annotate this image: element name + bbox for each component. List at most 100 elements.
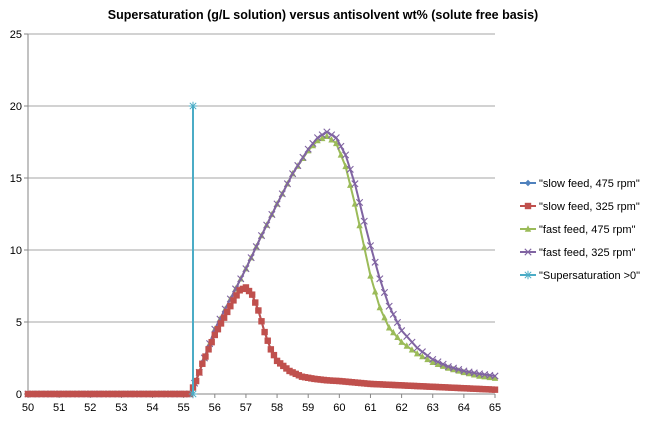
data-point bbox=[455, 365, 463, 374]
data-point bbox=[142, 390, 149, 398]
data-point bbox=[367, 272, 374, 279]
data-point bbox=[245, 287, 253, 295]
legend-entry-4: "Supersaturation >0" bbox=[520, 270, 640, 282]
data-point bbox=[173, 390, 180, 398]
data-point bbox=[100, 390, 108, 398]
data-point bbox=[413, 349, 421, 357]
data-point bbox=[394, 333, 401, 341]
data-point bbox=[408, 346, 416, 353]
data-point bbox=[114, 390, 122, 398]
data-point bbox=[104, 390, 111, 398]
data-point bbox=[289, 170, 297, 178]
data-point bbox=[465, 369, 473, 377]
data-point bbox=[264, 337, 271, 344]
data-point bbox=[393, 318, 402, 327]
data-point bbox=[294, 161, 302, 170]
data-point bbox=[205, 346, 212, 353]
data-point bbox=[385, 324, 393, 331]
data-point bbox=[439, 360, 447, 368]
data-point bbox=[341, 151, 350, 159]
data-point bbox=[355, 198, 364, 207]
data-point bbox=[121, 390, 129, 398]
data-point bbox=[376, 275, 384, 283]
data-point bbox=[380, 288, 389, 297]
data-point bbox=[476, 372, 483, 379]
series-line-0 bbox=[28, 286, 496, 395]
data-point bbox=[471, 371, 478, 378]
x-tick-label: 51 bbox=[53, 402, 65, 414]
data-point bbox=[97, 390, 104, 398]
legend-label: "slow feed, 475 rpm" bbox=[539, 178, 640, 190]
data-point bbox=[177, 390, 184, 398]
data-point bbox=[418, 348, 426, 356]
legend-entry-3: "fast feed, 325 rpm" bbox=[520, 247, 636, 259]
data-point bbox=[42, 390, 49, 398]
data-point bbox=[371, 288, 379, 295]
data-point bbox=[135, 390, 142, 398]
data-point bbox=[444, 363, 452, 371]
data-point bbox=[424, 355, 431, 363]
data-point bbox=[170, 390, 177, 398]
data-point bbox=[188, 101, 198, 111]
legend-label: "fast feed, 325 rpm" bbox=[539, 247, 636, 259]
x-tick-label: 64 bbox=[458, 402, 470, 414]
legend-swatch-marker bbox=[524, 225, 532, 232]
data-point bbox=[152, 390, 160, 398]
data-point bbox=[491, 372, 499, 380]
data-point bbox=[45, 390, 52, 398]
data-point bbox=[314, 136, 321, 144]
series-line-1 bbox=[28, 286, 496, 395]
data-point bbox=[247, 254, 255, 262]
series-0 bbox=[24, 284, 499, 398]
data-point bbox=[385, 302, 393, 310]
data-point bbox=[111, 390, 118, 398]
data-point bbox=[159, 390, 167, 398]
data-point bbox=[93, 390, 101, 398]
data-point bbox=[333, 139, 340, 147]
data-point bbox=[273, 200, 281, 208]
data-point bbox=[211, 331, 218, 339]
data-point bbox=[318, 131, 326, 139]
data-point bbox=[220, 314, 228, 321]
legend: "slow feed, 475 rpm" "slow feed, 325 rpm"… bbox=[520, 178, 640, 282]
data-point bbox=[423, 352, 432, 360]
data-point bbox=[52, 390, 59, 398]
data-point bbox=[202, 353, 209, 360]
legend-swatch-marker bbox=[523, 270, 533, 280]
y-tick-label: 15 bbox=[10, 173, 22, 185]
data-point bbox=[313, 134, 322, 142]
gridlines bbox=[28, 33, 495, 323]
data-point bbox=[491, 386, 499, 393]
data-point bbox=[398, 338, 405, 345]
data-point bbox=[360, 217, 368, 225]
data-point bbox=[227, 302, 234, 310]
data-point bbox=[258, 318, 265, 325]
data-point bbox=[403, 342, 410, 349]
data-point bbox=[233, 292, 240, 299]
series-1 bbox=[24, 284, 499, 398]
data-point bbox=[319, 134, 326, 142]
data-point bbox=[55, 390, 63, 398]
x-tick-label: 53 bbox=[115, 402, 127, 414]
data-point bbox=[255, 307, 262, 314]
series-line-2 bbox=[28, 135, 496, 395]
series-group bbox=[24, 101, 499, 399]
data-point bbox=[486, 373, 494, 381]
data-point bbox=[346, 165, 354, 173]
data-point bbox=[257, 232, 266, 240]
data-point bbox=[69, 390, 77, 398]
legend-swatch-marker bbox=[524, 179, 532, 187]
x-tick-label: 56 bbox=[209, 402, 221, 414]
series-2 bbox=[24, 132, 499, 397]
data-point bbox=[90, 390, 97, 398]
data-point bbox=[132, 390, 139, 398]
x-tick-label: 58 bbox=[271, 402, 283, 414]
x-tick-label: 54 bbox=[146, 402, 158, 414]
data-point bbox=[156, 390, 163, 398]
legend-label: "fast feed, 475 rpm" bbox=[539, 224, 636, 236]
data-point bbox=[208, 338, 215, 346]
data-point bbox=[188, 389, 198, 399]
data-point bbox=[163, 390, 170, 398]
data-point bbox=[138, 390, 146, 398]
